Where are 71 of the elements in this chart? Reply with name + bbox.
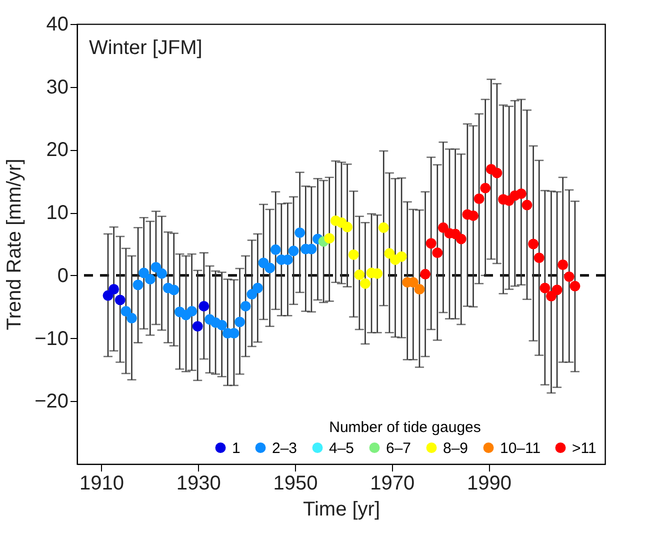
point — [396, 251, 407, 262]
point — [252, 282, 263, 294]
point — [522, 200, 532, 210]
x-tick-label: 1990 — [466, 472, 512, 494]
point — [348, 249, 359, 260]
point — [270, 244, 281, 255]
point — [156, 268, 168, 279]
point — [564, 271, 574, 282]
y-tick-label: 30 — [46, 76, 68, 98]
point — [150, 262, 162, 272]
point — [126, 312, 137, 324]
point — [480, 182, 491, 194]
point — [528, 238, 539, 250]
point — [552, 284, 562, 296]
point — [456, 234, 466, 244]
point — [192, 321, 203, 332]
point — [198, 300, 210, 312]
point — [378, 222, 389, 233]
point — [384, 248, 395, 259]
y-tick-label: 10 — [46, 202, 68, 224]
point — [516, 188, 526, 199]
legend-label: 6–7 — [386, 440, 412, 457]
y-tick-label: 20 — [46, 139, 68, 162]
point — [294, 227, 306, 238]
y-tick-label: 40 — [46, 14, 68, 36]
point — [114, 294, 126, 306]
point — [414, 284, 425, 294]
legend-label: 4–5 — [329, 440, 354, 457]
point — [354, 270, 365, 280]
point — [558, 260, 568, 270]
x-tick-label: 1930 — [176, 472, 221, 494]
x-axis-title: Time [yr] — [302, 498, 380, 520]
legend-label: 2–3 — [272, 440, 298, 457]
point — [288, 246, 299, 256]
point — [426, 238, 436, 249]
point — [246, 289, 258, 300]
point — [144, 274, 156, 284]
point — [492, 168, 502, 178]
legend-label: 1 — [232, 440, 240, 457]
point — [108, 284, 120, 294]
legend-label: 8–9 — [443, 440, 468, 457]
point — [234, 316, 246, 328]
point — [120, 306, 132, 316]
point — [468, 210, 478, 221]
point — [432, 248, 443, 258]
legend-label: >11 — [572, 440, 596, 457]
point — [324, 233, 335, 244]
point — [570, 280, 580, 292]
point — [240, 300, 251, 312]
point — [540, 282, 550, 294]
y-tick-label: −20 — [34, 390, 68, 413]
y-tick-label: −10 — [34, 328, 68, 350]
x-tick-label: 1970 — [370, 472, 415, 494]
point — [534, 252, 544, 264]
point — [264, 262, 276, 274]
x-tick-label: 1950 — [273, 472, 318, 494]
legend-title: Number of tide gauges — [329, 419, 481, 436]
point — [132, 280, 144, 290]
point — [168, 284, 180, 296]
annotation: Winter [JFM] — [89, 37, 202, 59]
point — [138, 268, 150, 278]
x-tick-label: 1910 — [79, 472, 124, 494]
point — [474, 194, 484, 204]
y-axis-title: Trend Rate [mm/yr] — [4, 158, 26, 330]
point — [216, 320, 228, 330]
legend-label: 10–11 — [500, 440, 541, 457]
point — [360, 278, 370, 289]
point — [420, 268, 431, 280]
y-tick-label: 0 — [57, 264, 68, 287]
point — [342, 222, 353, 232]
point — [186, 306, 198, 316]
